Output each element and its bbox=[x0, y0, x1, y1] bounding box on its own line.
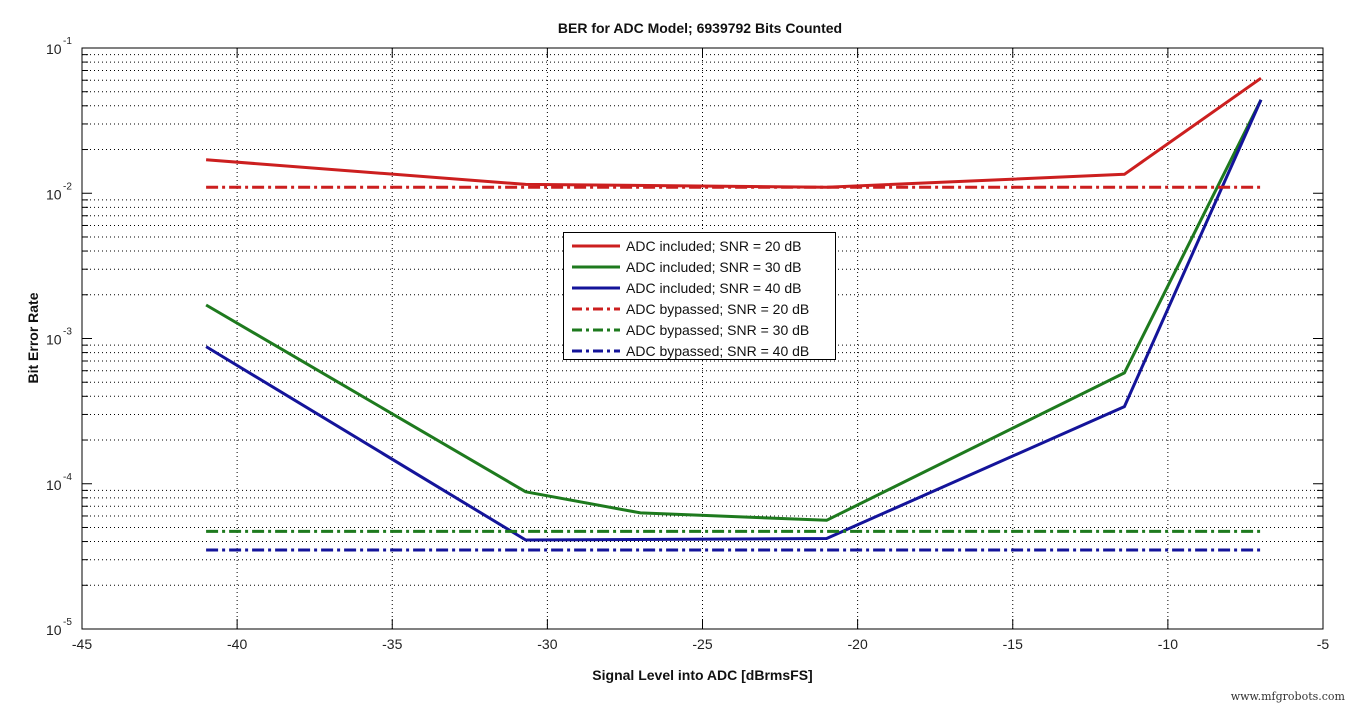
y-tick-exponent: -2 bbox=[63, 181, 72, 192]
legend-item: ADC bypassed; SNR = 30 dB bbox=[570, 319, 835, 340]
tick-labels: -45 -40 -35 -30 -25 -20 -15 -10 -510 -110 -210 -310… bbox=[46, 36, 1329, 652]
tick-marks bbox=[81, 48, 1324, 630]
legend-item: ADC included; SNR = 20 dB bbox=[570, 235, 835, 256]
x-tick-label: -35 bbox=[382, 636, 402, 652]
x-tick-label: -45 bbox=[72, 636, 92, 652]
y-axis-label: Bit Error Rate bbox=[25, 292, 41, 384]
x-tick-label: -5 bbox=[1317, 636, 1330, 652]
legend-line-icon bbox=[572, 265, 620, 268]
legend-label: ADC included; SNR = 20 dB bbox=[626, 237, 802, 254]
legend-item: ADC included; SNR = 30 dB bbox=[570, 256, 835, 277]
x-tick-label: -30 bbox=[537, 636, 557, 652]
y-tick-label: 10 bbox=[46, 41, 62, 57]
legend-item: ADC bypassed; SNR = 20 dB bbox=[570, 298, 835, 319]
legend-label: ADC bypassed; SNR = 30 dB bbox=[626, 321, 810, 338]
legend-item: ADC bypassed; SNR = 40 dB bbox=[570, 340, 835, 361]
series-line bbox=[205, 76, 1262, 189]
x-tick-label: -40 bbox=[227, 636, 247, 652]
legend-label: ADC included; SNR = 40 dB bbox=[626, 279, 802, 296]
legend-label: ADC bypassed; SNR = 40 dB bbox=[626, 342, 810, 359]
y-tick-exponent: -3 bbox=[63, 327, 72, 338]
legend-line-icon bbox=[572, 286, 620, 289]
x-tick-label: -10 bbox=[1158, 636, 1178, 652]
chart-title: BER for ADC Model; 6939792 Bits Counted bbox=[557, 20, 843, 36]
data-series bbox=[205, 76, 1263, 552]
y-tick-label: 10 bbox=[46, 186, 62, 202]
legend-dashdot-icon bbox=[572, 307, 620, 310]
legend-dashdot-icon bbox=[572, 349, 620, 352]
series-line bbox=[205, 99, 1263, 522]
y-tick-label: 10 bbox=[46, 477, 62, 493]
y-tick-label: 10 bbox=[46, 622, 62, 638]
x-tick-label: -15 bbox=[1003, 636, 1023, 652]
x-tick-label: -25 bbox=[692, 636, 712, 652]
y-tick-exponent: -1 bbox=[63, 36, 72, 47]
legend-item: ADC included; SNR = 40 dB bbox=[570, 277, 835, 298]
y-tick-exponent: -5 bbox=[63, 617, 72, 628]
legend-label: ADC included; SNR = 30 dB bbox=[626, 258, 802, 275]
y-tick-label: 10 bbox=[46, 332, 62, 348]
watermark: www.mfgrobots.com bbox=[1230, 690, 1345, 703]
legend-dashdot-icon bbox=[572, 328, 620, 331]
y-tick-exponent: -4 bbox=[63, 472, 72, 483]
legend-line-icon bbox=[572, 244, 620, 247]
x-axis-label: Signal Level into ADC [dBrmsFS] bbox=[592, 667, 813, 683]
legend-label: ADC bypassed; SNR = 20 dB bbox=[626, 300, 810, 317]
legend: ADC included; SNR = 20 dB ADC included; … bbox=[563, 232, 836, 360]
x-tick-label: -20 bbox=[848, 636, 868, 652]
series-line bbox=[205, 99, 1263, 542]
